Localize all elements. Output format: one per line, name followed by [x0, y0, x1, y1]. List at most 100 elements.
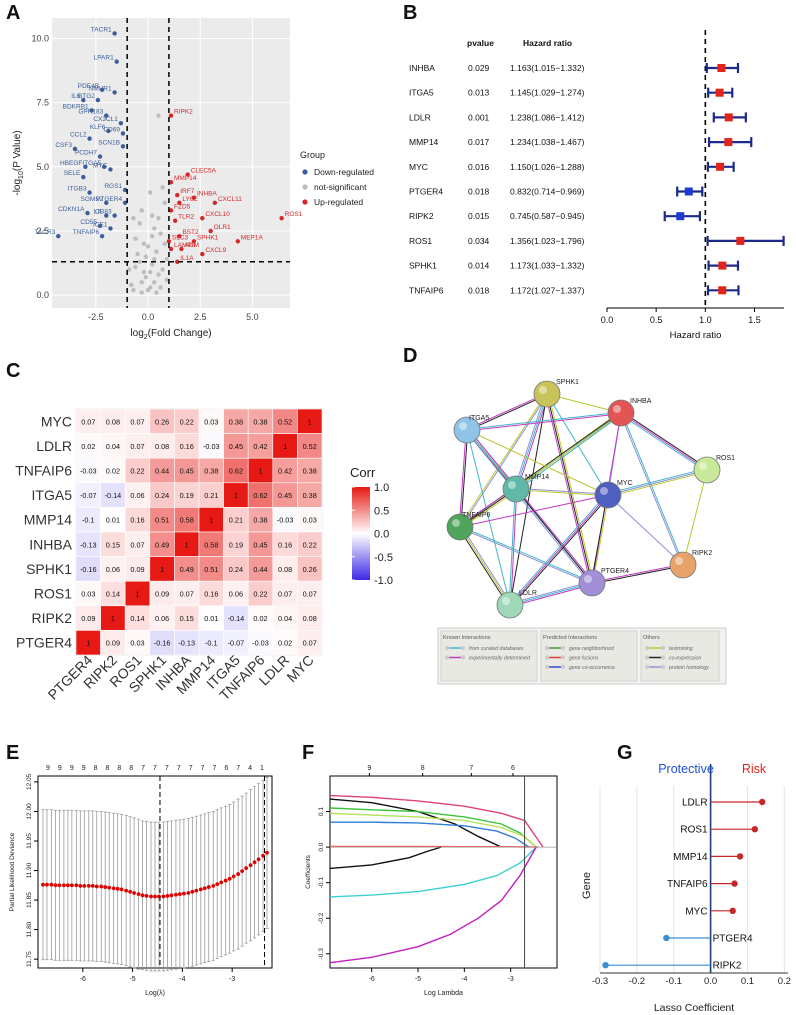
legend-item-label: from curated databases — [469, 646, 524, 652]
legend-node-a — [644, 664, 650, 670]
heatmap-cell — [198, 482, 224, 508]
legend-item-label: co-expression — [669, 656, 701, 662]
down-point — [112, 90, 117, 95]
cell-value: 0.08 — [155, 442, 169, 451]
row-pvalue: 0.016 — [468, 162, 490, 172]
heatmap-cell — [297, 433, 323, 459]
panel-label-b: B — [403, 2, 417, 24]
cell-value: 0.07 — [303, 590, 317, 599]
network-edge — [516, 413, 623, 491]
node-label: SPHK1 — [556, 379, 579, 386]
row-gene-label: TNFAIP6 — [409, 285, 444, 295]
heatmap-cell — [149, 556, 175, 582]
network-edge — [546, 393, 593, 584]
cell-value: 0.24 — [155, 491, 169, 500]
row-hr-text: 1.356(1.023−1.796) — [510, 236, 585, 246]
down-gene-label: SCN1B — [98, 139, 120, 146]
cell-value: 0.19 — [229, 540, 243, 549]
cell-value: 1 — [135, 590, 139, 599]
cv-point — [90, 883, 95, 888]
top-df-label: 9 — [70, 765, 74, 772]
panel-d-network: SPHK1 INHBA ITGA5 ROS1 MMP14 MYC TNFAIP6 RIPK2 P… — [437, 379, 735, 685]
cv-point — [161, 894, 166, 899]
network-edge — [460, 525, 512, 605]
down-gene-label: MYC — [93, 162, 108, 169]
x-tick-label: -0.3 — [592, 976, 608, 987]
heatmap-cell — [149, 507, 175, 533]
lollipop-head — [729, 907, 736, 914]
up-point — [212, 200, 218, 205]
plot-background — [52, 18, 290, 308]
cv-point — [74, 883, 79, 888]
heatmap-cell — [247, 580, 274, 607]
y-tick-label: 12.05 — [26, 773, 33, 790]
heatmap-cell — [198, 630, 224, 656]
cell-value: 0.49 — [155, 540, 169, 549]
hr-marker — [684, 187, 693, 196]
network-edge — [514, 393, 546, 489]
heatmap-cell — [149, 482, 175, 508]
ns-point — [133, 236, 138, 241]
heatmap-cell — [100, 605, 126, 631]
row-label: TNFAIP6 — [15, 463, 72, 479]
network-edge — [465, 430, 592, 585]
cell-value: -0.07 — [228, 639, 245, 648]
top-df-label: 9 — [82, 765, 86, 772]
legend-item-label: gene neighborhood — [569, 646, 615, 652]
cv-point — [107, 885, 112, 890]
cell-value: -0.1 — [82, 516, 95, 525]
up-gene-label: OLR1 — [214, 224, 231, 231]
cv-point — [206, 885, 211, 889]
heatmap-cell — [223, 433, 249, 459]
heatmap-cell — [223, 408, 249, 434]
heatmap-cell — [75, 457, 101, 484]
heatmap-cell — [223, 531, 249, 557]
up-gene-label: MEP1A — [241, 234, 264, 241]
cell-value: 1 — [185, 540, 189, 549]
node-label: ROS1 — [716, 455, 735, 462]
y-tick-label: 0.0 — [318, 842, 325, 851]
down-point — [72, 146, 78, 152]
top-df-label: 6 — [224, 765, 228, 772]
network-edge — [458, 527, 510, 607]
hr-marker — [724, 113, 733, 122]
y-label-main: -log — [12, 179, 23, 196]
ns-point — [139, 280, 144, 285]
down-gene-label: CDKN1A — [58, 206, 85, 213]
hr-marker — [716, 162, 725, 171]
heatmap-cell — [297, 457, 323, 484]
gene-label: ROS1 — [680, 825, 708, 836]
up-gene-label: IRF7 — [180, 188, 194, 195]
up-gene-label: RIPK2 — [174, 109, 193, 116]
ns-point — [131, 287, 136, 293]
y-axis-label: -log10(P Value) — [12, 130, 25, 195]
y-axis-label: Partial Likelihood Deviance — [9, 832, 16, 911]
top-df-label: 8 — [105, 765, 109, 772]
legend-node-a — [444, 655, 450, 660]
network-edge — [608, 471, 708, 498]
ns-point — [150, 233, 155, 239]
legend-group-box — [640, 630, 720, 682]
gene-label: RIPK2 — [713, 961, 742, 972]
down-gene-label: PTGER4 — [96, 196, 122, 203]
down-point — [118, 121, 124, 126]
cell-value: 0.42 — [278, 467, 292, 476]
network-node — [502, 475, 530, 503]
cv-point — [248, 863, 253, 868]
legend-group-box — [440, 630, 538, 682]
y-tick-label: 11.80 — [26, 921, 33, 937]
cv-point — [227, 876, 232, 881]
col-header-hr: Hazard ratio — [523, 38, 572, 48]
down-gene-label: CSF3 — [55, 142, 72, 149]
down-gene-label: CX3CL1 — [93, 116, 118, 123]
heatmap-cell — [124, 556, 151, 582]
legend-node-b — [660, 664, 666, 670]
ns-point — [131, 215, 136, 221]
network-edge — [590, 494, 608, 583]
heatmap-cell — [272, 630, 298, 656]
up-gene-label: LY6E — [182, 196, 198, 203]
cell-value: 0.49 — [180, 565, 194, 574]
heatmap-cell — [124, 630, 151, 656]
ns-point — [156, 113, 161, 118]
y-tick-label: 11.85 — [26, 892, 33, 908]
